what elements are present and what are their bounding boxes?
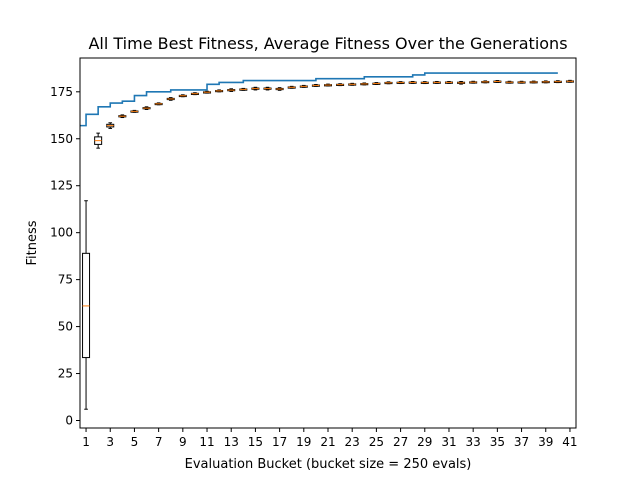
y-tick-label-175: 175	[50, 85, 73, 99]
box-2	[94, 132, 103, 149]
box-8	[166, 97, 175, 101]
box-22	[336, 83, 345, 87]
box-39	[541, 80, 550, 84]
box-4	[118, 114, 127, 119]
box-36	[505, 80, 514, 84]
box-25	[372, 82, 381, 85]
x-tick-label-23: 23	[345, 435, 360, 449]
box-28	[408, 80, 417, 84]
x-tick-label-31: 31	[441, 435, 456, 449]
box-21	[324, 83, 332, 87]
x-tick-label-3: 3	[106, 435, 114, 449]
box-13	[227, 88, 236, 92]
box-26	[384, 81, 393, 85]
plot-area	[80, 72, 574, 410]
box-11	[203, 90, 212, 94]
box-35	[493, 80, 502, 83]
box-9	[178, 94, 187, 98]
box-3	[106, 122, 115, 129]
x-tick-label-1: 1	[82, 435, 90, 449]
y-tick-label-75: 75	[58, 273, 73, 287]
x-tick-label-33: 33	[466, 435, 481, 449]
box-14	[239, 87, 248, 91]
y-tick-label-150: 150	[50, 132, 73, 146]
x-tick-label-41: 41	[562, 435, 577, 449]
y-axis: 0 25 50 75 100 125 150 175	[50, 85, 80, 427]
y-tick-label-100: 100	[50, 226, 73, 240]
box-17	[275, 87, 284, 91]
x-axis: 1 3 5 7 9 11 13 15 17 19 21 23 25 27 29 31 33 35 37 39 41	[82, 428, 578, 449]
x-tick-label-5: 5	[131, 435, 139, 449]
y-tick-label-0: 0	[65, 413, 73, 427]
box-15	[251, 86, 260, 91]
box-29	[420, 81, 429, 85]
box-20	[311, 83, 320, 87]
x-tick-label-35: 35	[490, 435, 505, 449]
box-19	[299, 84, 308, 88]
x-tick-label-13: 13	[224, 435, 239, 449]
box-24	[360, 82, 369, 86]
x-tick-label-37: 37	[514, 435, 529, 449]
box-38	[529, 80, 538, 84]
box-6	[142, 106, 151, 110]
x-tick-label-21: 21	[320, 435, 335, 449]
x-tick-label-19: 19	[296, 435, 311, 449]
x-tick-label-9: 9	[179, 435, 187, 449]
x-tick-label-11: 11	[199, 435, 214, 449]
best-fitness-line	[80, 72, 558, 127]
box-23	[348, 82, 357, 86]
box-7	[154, 102, 163, 106]
x-tick-label-15: 15	[248, 435, 263, 449]
box-10	[190, 92, 199, 96]
y-tick-label-125: 125	[50, 179, 73, 193]
box-41	[565, 79, 574, 83]
box-1	[82, 200, 91, 410]
x-tick-label-27: 27	[393, 435, 408, 449]
x-tick-label-17: 17	[272, 435, 287, 449]
x-axis-label: Evaluation Bucket (bucket size = 250 eva…	[185, 457, 472, 472]
x-tick-label-29: 29	[417, 435, 432, 449]
box-31	[444, 80, 453, 84]
y-tick-label-50: 50	[58, 320, 73, 334]
box-18	[287, 85, 296, 89]
x-tick-label-25: 25	[369, 435, 384, 449]
box-12	[215, 89, 224, 93]
y-axis-label: Fitness	[25, 220, 40, 265]
box-40	[553, 80, 562, 84]
x-tick-label-39: 39	[538, 435, 553, 449]
box-34	[481, 80, 490, 84]
box-5	[130, 109, 139, 113]
box-33	[469, 80, 478, 84]
chart-title: All Time Best Fitness, Average Fitness O…	[88, 34, 567, 53]
box-16	[263, 86, 272, 91]
box-32	[457, 80, 466, 85]
y-tick-label-25: 25	[58, 367, 73, 381]
x-tick-label-7: 7	[155, 435, 163, 449]
box-37	[517, 80, 526, 84]
box-27	[396, 81, 405, 85]
box-30	[432, 80, 441, 84]
